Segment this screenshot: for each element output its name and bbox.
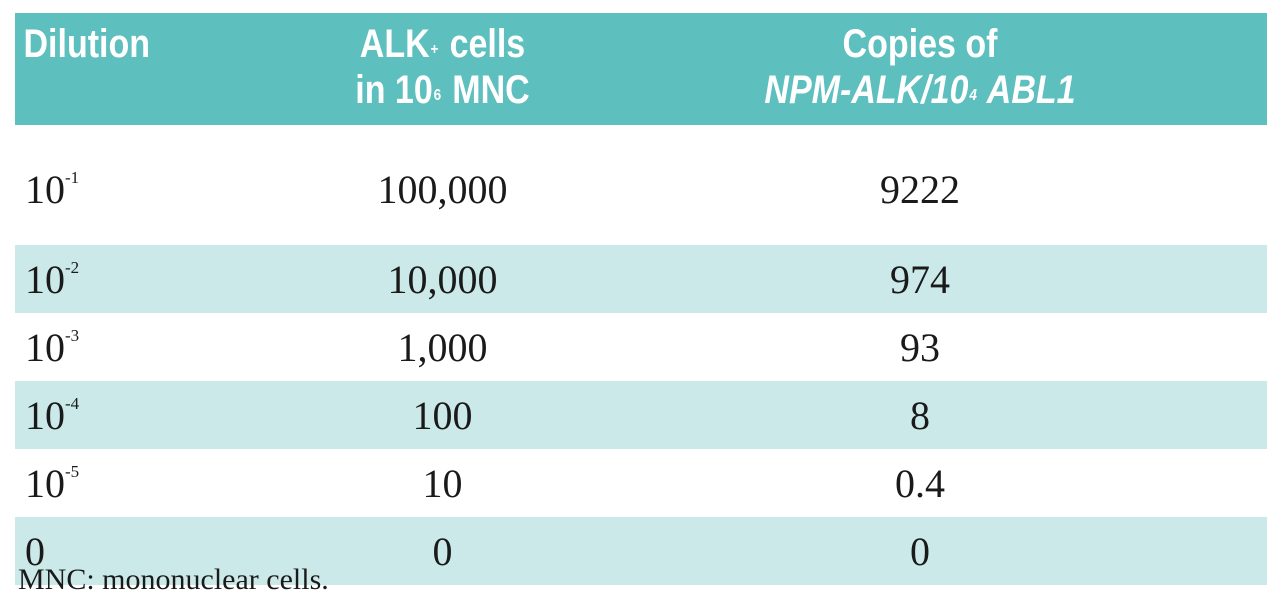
header-copies-line2: NPM-ALK/104 ABL1	[764, 68, 1076, 112]
dilution-table-grid: Dilution ALK+ cells in 106 MNC Copies of…	[15, 13, 1267, 585]
table-row: 10-1 100,000 9222	[15, 125, 1267, 245]
table-footnote: MNC: mononuclear cells.	[18, 563, 329, 596]
copies-cell: 974	[890, 256, 950, 302]
table-body: 10-1 100,000 9222 10-2 10,000 974 10-3 1…	[15, 125, 1267, 585]
alk-cell: 10	[422, 460, 463, 506]
table-header-row: Dilution ALK+ cells in 106 MNC Copies of…	[15, 13, 1267, 125]
header-alk-cells: ALK+ cells in 106 MNC	[332, 13, 554, 125]
table-row: 10-3 1,000 93	[15, 313, 1267, 381]
dilution-cell: 10-2	[25, 256, 80, 302]
copies-cell: 9222	[880, 166, 960, 212]
dilution-cell: 10-1	[25, 166, 80, 212]
dilution-cell: 10-4	[25, 392, 80, 438]
table-row: 10-4 100 8	[15, 381, 1267, 449]
header-dilution: Dilution	[23, 22, 151, 66]
copies-cell: 0.4	[895, 460, 945, 506]
dilution-cell: 10-5	[25, 460, 80, 506]
dilution-cell: 0	[25, 528, 45, 574]
alk-cell: 10,000	[387, 256, 498, 302]
table-header: Dilution ALK+ cells in 106 MNC Copies of…	[15, 13, 1267, 125]
alk-cell: 100	[412, 392, 473, 438]
header-alk-line1: ALK+ cells	[359, 22, 526, 66]
copies-cell: 0	[910, 528, 930, 574]
header-alk-line2: in 106 MNC	[355, 68, 530, 112]
dilution-cell: 10-3	[25, 324, 80, 370]
dilution-table: Dilution ALK+ cells in 106 MNC Copies of…	[15, 13, 1267, 585]
header-copies-line1: Copies of	[842, 22, 998, 66]
alk-cell: 100,000	[377, 166, 508, 212]
table-row: 0 0 0	[15, 517, 1267, 585]
table-row: 10-5 10 0.4	[15, 449, 1267, 517]
copies-cell: 93	[900, 324, 940, 370]
table-row: 10-2 10,000 974	[15, 245, 1267, 313]
alk-cell: 0	[432, 528, 453, 574]
copies-cell: 8	[910, 392, 930, 438]
header-copies: Copies of NPM-ALK/104 ABL1	[625, 13, 1215, 125]
alk-cell: 1,000	[397, 324, 488, 370]
